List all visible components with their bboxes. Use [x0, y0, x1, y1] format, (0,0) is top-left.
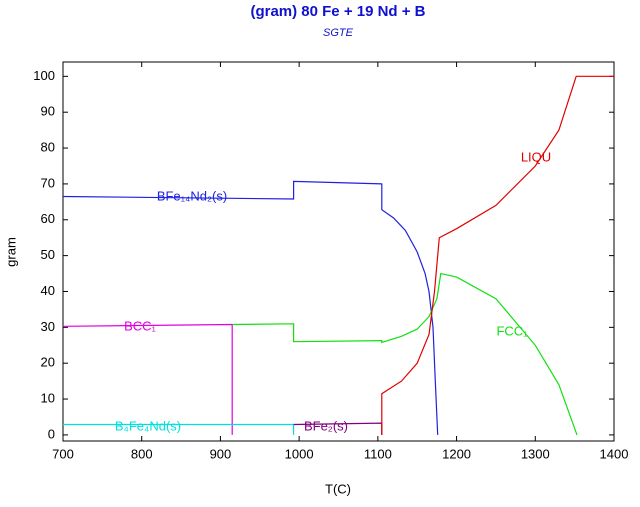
y-tick-label: 40	[41, 283, 55, 298]
plot-frame	[62, 61, 615, 442]
x-tick-label: 1300	[521, 446, 550, 461]
x-tick-label: 1200	[442, 446, 471, 461]
x-tick-label: 1400	[600, 446, 629, 461]
y-axis-label: gram	[3, 237, 18, 267]
x-tick-label: 1100	[364, 446, 392, 461]
x-tick-label: 700	[52, 446, 74, 461]
series-label: B₄Fe₄Nd(s)	[115, 418, 181, 433]
y-tick-label: 50	[41, 247, 55, 262]
y-tick-label: 80	[41, 139, 55, 154]
series-label: LIQU	[521, 149, 551, 164]
x-axis-label: T(C)	[325, 481, 351, 496]
y-tick-label: 70	[41, 175, 55, 190]
x-tick-label: 1000	[285, 446, 314, 461]
series-label: BCC₁	[124, 318, 156, 333]
y-tick-label: 30	[41, 319, 55, 334]
y-tick-label: 100	[33, 68, 55, 83]
chart-title: (gram) 80 Fe + 19 Nd + B	[250, 3, 425, 20]
y-tick-label: 10	[41, 390, 55, 405]
y-tick-label: 0	[48, 426, 55, 441]
series-line	[62, 180, 439, 435]
y-tick-label: 90	[41, 104, 55, 119]
series-label: BFe₁₄Nd₂(s)	[157, 188, 227, 203]
chart-subtitle: SGTE	[323, 27, 354, 39]
y-tick-label: 60	[41, 211, 55, 226]
series-label: BFe₂(s)	[304, 418, 348, 433]
series-line	[381, 75, 614, 435]
series-line	[232, 272, 578, 436]
x-tick-label: 900	[210, 446, 232, 461]
x-tick-label: 800	[131, 446, 153, 461]
y-tick-label: 20	[41, 355, 55, 370]
series-label: FCC₁	[496, 323, 528, 338]
